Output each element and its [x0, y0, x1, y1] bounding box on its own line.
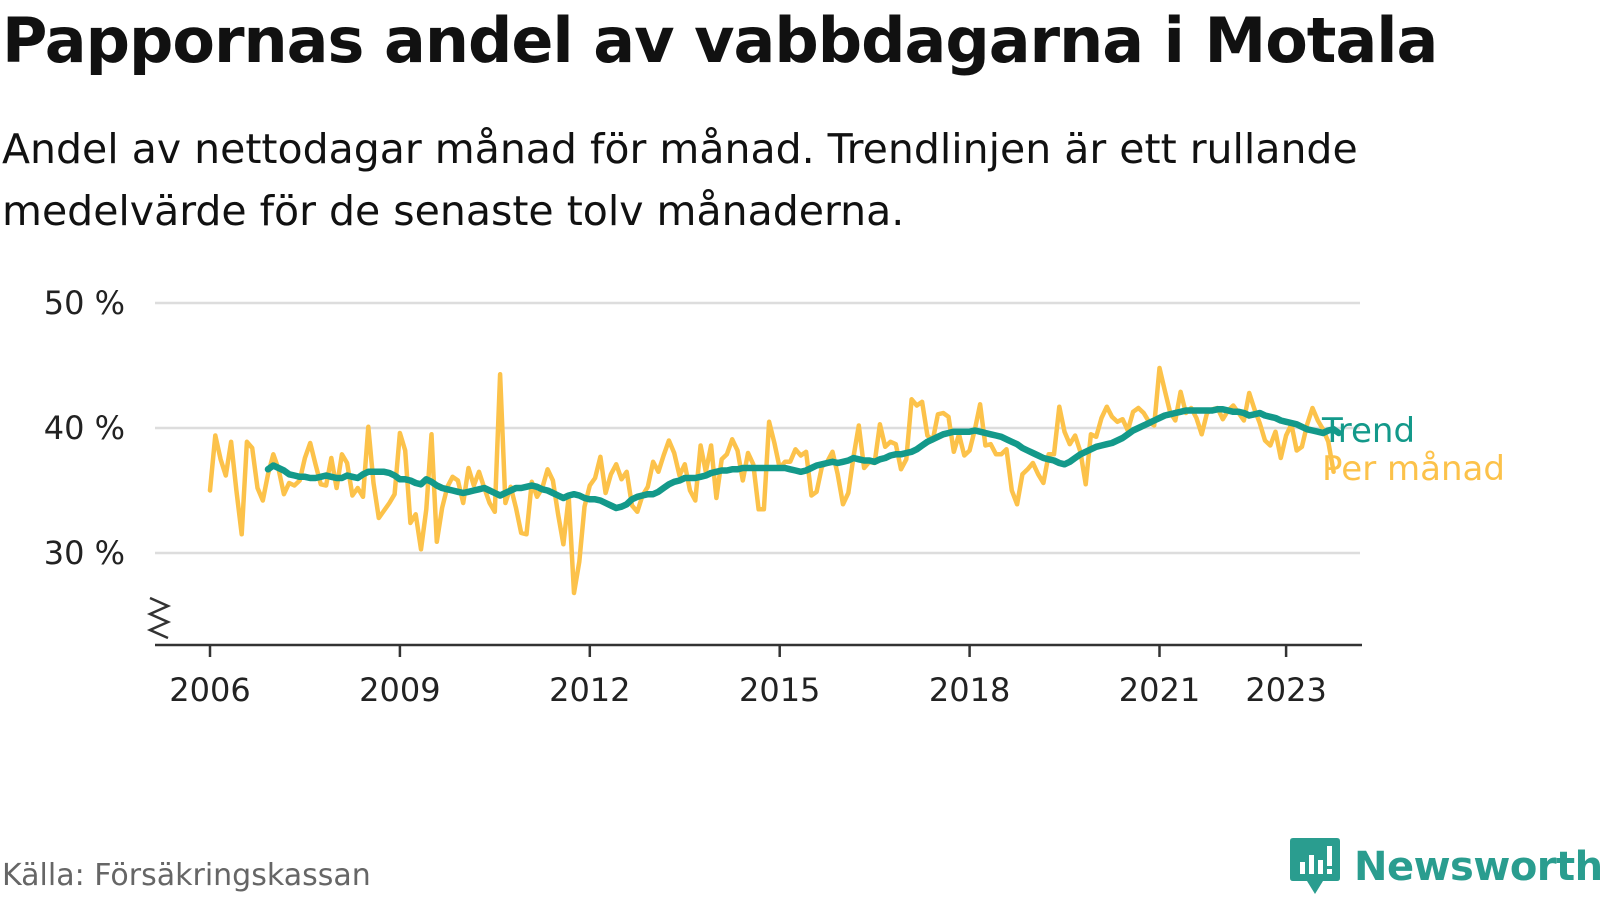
axis-break-icon [146, 596, 172, 640]
series-line-per-manad [207, 365, 1336, 596]
newsworthy-logo-icon [1290, 838, 1340, 894]
y-tick-label: 40 % [44, 409, 125, 447]
source-note: Källa: Försäkringskassan [2, 858, 371, 893]
x-axis [146, 596, 1362, 657]
x-tick-label: 2018 [929, 671, 1010, 709]
x-tick-label: 2006 [169, 671, 250, 709]
y-tick-label: 30 % [44, 534, 125, 572]
x-tick-label: 2023 [1245, 671, 1326, 709]
brand-name: Newsworthy [1354, 844, 1600, 890]
legend: Trend Per månad [1321, 411, 1505, 489]
brand-logo: Newsworthy [1290, 838, 1600, 896]
x-tick-label: 2009 [359, 671, 440, 709]
legend-monthly-label: Per månad [1322, 449, 1505, 489]
x-tick-label: 2021 [1119, 671, 1200, 709]
series-line-trend [264, 406, 1343, 512]
y-tick-label: 50 % [44, 284, 125, 322]
legend-trend-label: Trend [1321, 411, 1415, 451]
gridlines [155, 301, 1360, 555]
chart-subtitle: Andel av nettodagar månad för månad. Tre… [2, 125, 1358, 235]
tick-labels: 30 % 40 % 50 % 2006 2009 2012 2015 2018 2021 2023 [44, 284, 1327, 709]
x-tick-label: 2012 [549, 671, 630, 709]
series-lines [207, 365, 1343, 596]
x-tick-label: 2015 [739, 671, 820, 709]
chart-title: Pappornas andel av vabbdagarna i Motala [2, 4, 1438, 77]
